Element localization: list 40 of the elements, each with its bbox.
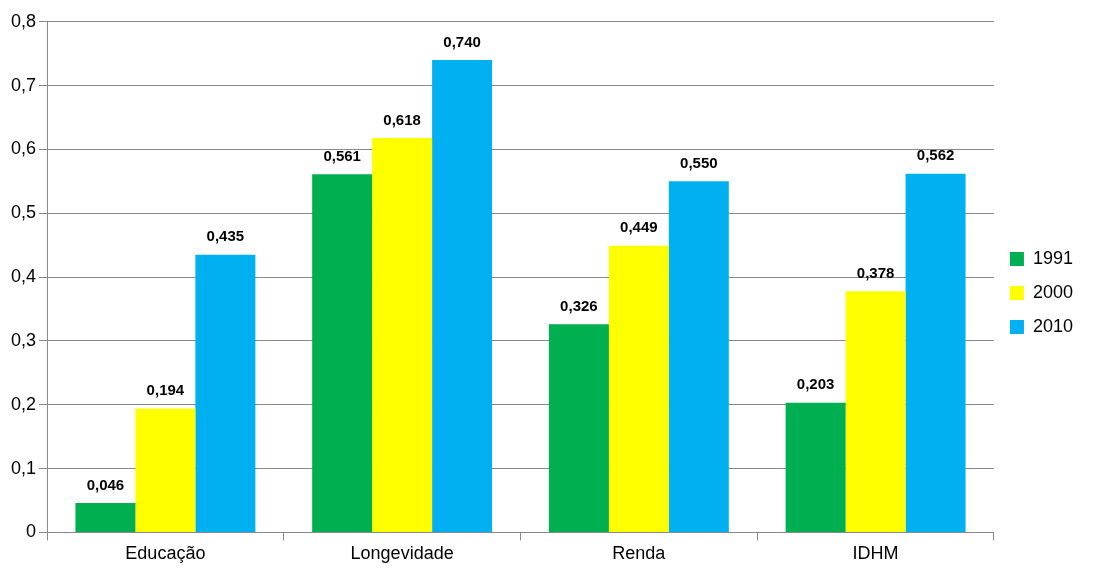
y-tick-label: 0,8 [10,10,37,31]
y-tick-label: 0,2 [10,393,37,414]
data-label: 0,326 [560,296,598,314]
data-label: 0,435 [206,227,245,245]
data-label: 0,203 [796,375,835,393]
legend-label: 2010 [1032,315,1073,336]
x-tick-label: IDHM [852,543,899,564]
x-tick-label: Renda [612,543,667,564]
data-label: 0,562 [916,146,955,164]
bar [905,173,966,532]
y-tick-label: 0,6 [10,138,37,159]
y-tick-label: 0,1 [10,457,37,478]
bar [845,291,906,532]
data-label: 0,550 [680,154,718,171]
y-tick-label: 0 [26,521,37,542]
bar [372,137,433,532]
y-tick-label: 0,5 [10,202,37,223]
data-label: 0,740 [443,32,481,50]
y-tick-label: 0,3 [10,329,37,350]
data-label: 0,618 [383,110,421,128]
x-tick-label: Longevidade [350,543,454,564]
legend-label: 2000 [1032,281,1073,302]
y-tick-label: 0,4 [10,266,37,287]
data-label: 0,449 [620,218,658,236]
data-label: 0,194 [146,381,185,399]
legend-label: 1991 [1032,247,1073,268]
bar [312,174,373,532]
x-tick-label: Educação [125,543,206,564]
data-label: 0,561 [323,146,361,164]
y-tick-label: 0,7 [10,74,37,95]
data-label: 0,046 [86,475,125,493]
bar [195,254,256,532]
bar [785,402,846,532]
bar [135,408,196,532]
bar [608,245,669,532]
bar [548,324,609,532]
data-label: 0,378 [856,263,895,281]
bar [432,60,493,532]
bar [75,503,136,532]
bar [668,181,729,532]
